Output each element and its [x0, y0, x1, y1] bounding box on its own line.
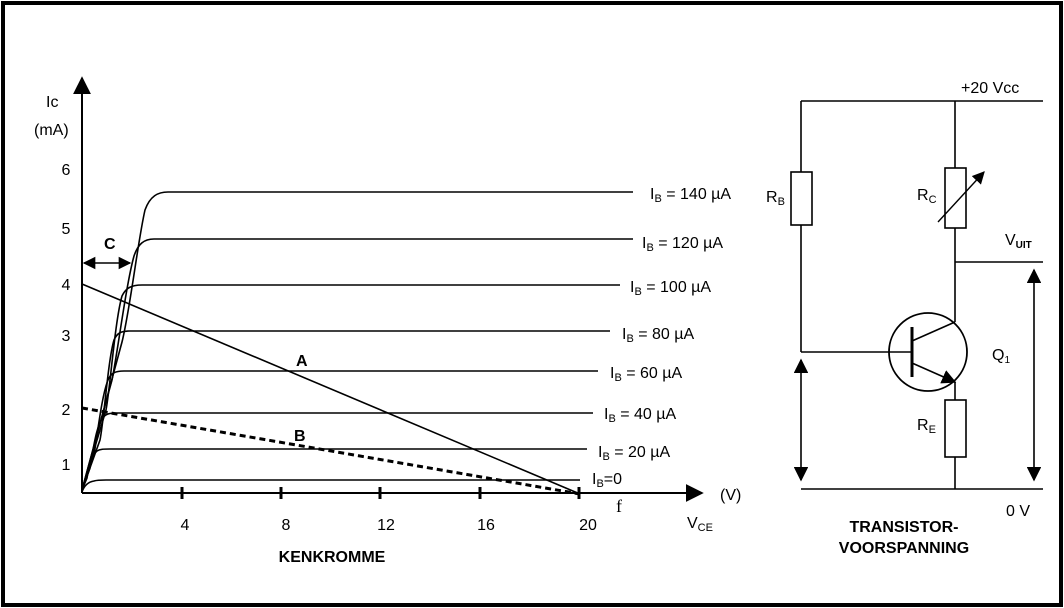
y-tick-label: 2	[62, 402, 71, 419]
y-tick-label: 1	[62, 457, 71, 474]
supply-label: +20 Vcc	[961, 80, 1019, 97]
ground-label: 0 V	[1006, 503, 1030, 520]
curve-ib-20	[81, 448, 587, 491]
marker-f-label: f	[616, 496, 622, 516]
x-tick-label: 16	[477, 517, 495, 534]
re-label: RE	[917, 417, 936, 436]
curve-label-ib-140: IB = 140 µA	[650, 186, 731, 205]
curve-label-ib-80: IB = 80 µA	[622, 326, 694, 345]
rc-label: RC	[917, 187, 937, 206]
vuit-label: VUIT	[1005, 232, 1032, 251]
curve-ib-100	[81, 284, 620, 491]
characteristic-chart: Ic (mA) 1 2 3 4 5 6 4 8 12 16 20 (V) VCE…	[34, 76, 741, 566]
curve-ib-0	[81, 479, 580, 493]
chart-caption: KENKROMME	[279, 549, 386, 566]
y-tick-label: 5	[62, 221, 71, 238]
transistor-emitter	[911, 362, 957, 384]
circuit-caption-line2: VOORSPANNING	[839, 540, 969, 557]
curve-label-ib-120: IB = 120 µA	[642, 235, 723, 254]
curve-ib-60	[81, 370, 598, 491]
rc-resistor	[944, 167, 967, 229]
rb-resistor	[790, 171, 813, 226]
x-tick-label: 12	[377, 517, 395, 534]
re-resistor	[944, 399, 967, 458]
curve-label-ib-0: IB=0	[592, 471, 622, 490]
curve-ib-120	[81, 238, 633, 491]
x-tick-label: 8	[282, 517, 291, 534]
y-tick-label: 3	[62, 328, 71, 345]
load-line-b	[81, 406, 581, 496]
curve-label-ib-20: IB = 20 µA	[598, 444, 670, 463]
y-tick-label: 6	[62, 162, 71, 179]
bias-circuit: +20 Vcc RB RC VUIT Q1 RE 0 V	[766, 80, 1043, 557]
x-tick-label: 4	[181, 517, 190, 534]
curve-ib-40	[81, 412, 593, 491]
curve-label-ib-100: IB = 100 µA	[630, 279, 711, 298]
curve-label-ib-60: IB = 60 µA	[610, 365, 682, 384]
curve-label-ib-40: IB = 40 µA	[604, 406, 676, 425]
circuit-caption-line1: TRANSISTOR-	[849, 519, 958, 536]
y-tick-label: 4	[62, 277, 71, 294]
transistor-collector	[911, 321, 956, 342]
x-axis-label: VCE	[687, 515, 713, 534]
load-line-a	[81, 283, 581, 495]
marker-c-label: C	[104, 236, 116, 253]
rb-label: RB	[766, 189, 785, 208]
y-axis-label-line1: Ic	[46, 94, 58, 111]
point-a-label: A	[296, 353, 308, 370]
rc-variable-arrow	[937, 171, 985, 223]
point-b-label: B	[294, 428, 306, 445]
x-axis-unit: (V)	[720, 487, 741, 504]
y-axis-label-line2: (mA)	[34, 122, 69, 139]
q1-label: Q1	[992, 347, 1010, 366]
x-tick-label: 20	[579, 517, 597, 534]
curve-ib-80	[81, 330, 610, 491]
curve-ib-140	[81, 191, 633, 491]
